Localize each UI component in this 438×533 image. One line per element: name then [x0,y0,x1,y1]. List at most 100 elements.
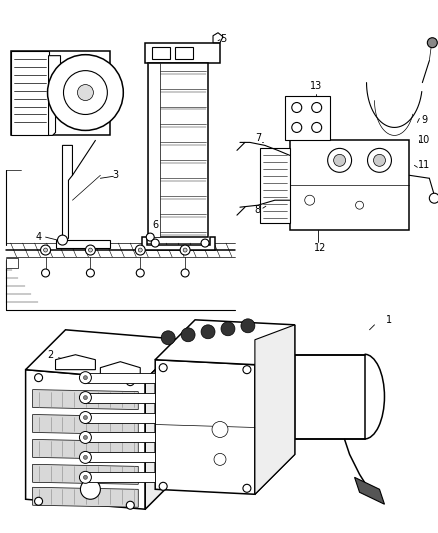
Text: 5: 5 [219,34,226,44]
Circle shape [80,479,100,499]
Circle shape [311,123,321,132]
Circle shape [47,55,123,131]
Circle shape [138,248,142,252]
Polygon shape [85,432,155,442]
Polygon shape [62,146,72,242]
Polygon shape [85,393,155,402]
Circle shape [35,374,42,382]
Polygon shape [85,453,155,463]
Circle shape [77,85,93,101]
Polygon shape [254,325,294,494]
Circle shape [291,102,301,112]
Circle shape [40,245,50,255]
Circle shape [367,148,391,172]
Polygon shape [145,340,185,509]
Circle shape [242,484,251,492]
Polygon shape [155,320,294,365]
Circle shape [181,328,194,342]
Circle shape [159,364,167,372]
Circle shape [304,195,314,205]
Polygon shape [32,487,138,507]
Circle shape [79,411,91,424]
Circle shape [161,331,175,345]
Bar [145,43,219,63]
Circle shape [86,269,94,277]
Circle shape [201,239,208,247]
Circle shape [83,475,87,479]
Circle shape [151,239,159,247]
Bar [148,63,160,237]
Text: 1: 1 [385,315,392,325]
Circle shape [240,319,254,333]
Polygon shape [212,33,223,43]
Bar [152,47,170,59]
Circle shape [42,269,49,277]
Circle shape [126,378,134,385]
Circle shape [79,392,91,403]
Circle shape [83,416,87,419]
Circle shape [201,325,215,339]
Circle shape [159,482,167,490]
Polygon shape [155,360,254,494]
Text: 7: 7 [254,133,261,143]
Bar [259,148,289,223]
Text: 10: 10 [417,135,430,146]
Circle shape [79,451,91,463]
Polygon shape [32,464,138,484]
Circle shape [64,70,107,115]
Text: 11: 11 [417,160,430,171]
Text: 3: 3 [112,170,118,180]
Circle shape [79,471,91,483]
Circle shape [88,248,92,252]
Circle shape [146,233,154,241]
Circle shape [83,435,87,439]
Circle shape [57,235,67,245]
Bar [175,47,193,59]
Polygon shape [32,439,138,459]
Circle shape [327,148,351,172]
Polygon shape [142,237,215,250]
Polygon shape [32,415,138,434]
Text: 4: 4 [35,232,42,242]
Circle shape [79,432,91,443]
Circle shape [35,497,42,505]
Circle shape [355,201,363,209]
Text: 8: 8 [254,205,260,215]
Bar [284,95,329,140]
Polygon shape [49,55,60,135]
Circle shape [242,366,251,374]
Circle shape [214,454,226,465]
Bar [148,63,208,237]
Circle shape [212,422,227,438]
Bar [11,51,49,135]
Circle shape [311,102,321,112]
Text: 9: 9 [420,116,427,125]
Text: 12: 12 [313,243,325,253]
Text: 2: 2 [47,350,53,360]
Circle shape [181,269,189,277]
Polygon shape [25,330,185,379]
Circle shape [85,245,95,255]
Circle shape [135,245,145,255]
Polygon shape [294,355,364,439]
Polygon shape [55,355,95,370]
Polygon shape [55,240,110,248]
Circle shape [83,455,87,459]
Bar [289,140,409,230]
Polygon shape [85,472,155,482]
Polygon shape [32,390,138,409]
Circle shape [79,372,91,384]
Circle shape [373,155,385,166]
Polygon shape [25,370,145,509]
Circle shape [43,248,47,252]
Polygon shape [85,413,155,423]
Circle shape [333,155,345,166]
Bar [11,51,110,135]
Circle shape [180,245,190,255]
Circle shape [428,193,438,203]
Circle shape [126,501,134,509]
Text: 13: 13 [309,80,321,91]
Circle shape [291,123,301,132]
Circle shape [220,322,234,336]
Bar [6,258,18,268]
